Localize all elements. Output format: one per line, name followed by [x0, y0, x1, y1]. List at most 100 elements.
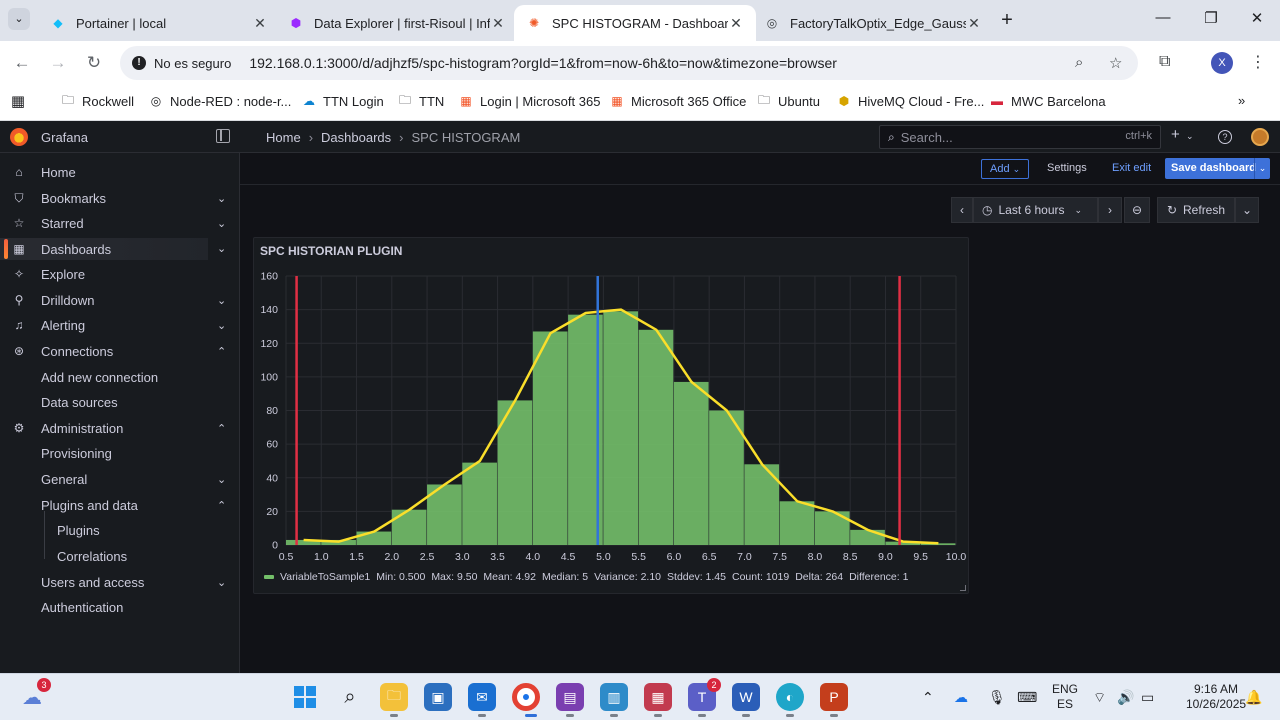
new-tab-button[interactable]: + [1001, 9, 1013, 31]
sidebar-item-plugins-and-data[interactable]: Plugins and data ⌃ [0, 494, 240, 516]
breadcrumb-home[interactable]: Home [266, 130, 301, 145]
sidebar-item-starred[interactable]: ☆ Starred ⌄ [0, 212, 240, 234]
word-icon[interactable]: W [732, 683, 760, 717]
onedrive-icon[interactable]: ☁ [954, 689, 968, 705]
sidebar-item-add-new-connection[interactable]: Add new connection [0, 366, 240, 388]
security-chip[interactable]: ! No es seguro [132, 56, 231, 71]
minimize-icon[interactable]: — [1155, 9, 1171, 26]
back-icon[interactable]: ← [13, 53, 31, 72]
chevron-down-icon[interactable]: ⌄ [1186, 131, 1194, 141]
restore-icon[interactable]: ❐ [1204, 10, 1218, 27]
chrome-icon[interactable] [512, 683, 540, 717]
sidebar-item-explore[interactable]: ✧ Explore [0, 263, 240, 285]
chevron-down-icon[interactable]: ⌄ [217, 192, 227, 205]
language-indicator[interactable]: ENG ES [1052, 682, 1078, 712]
bookmark-ubuntu[interactable]: 🗀 Ubuntu [757, 92, 820, 109]
sidebar-item-drilldown[interactable]: ⚲ Drilldown ⌄ [0, 289, 240, 311]
reload-icon[interactable]: ↻ [86, 53, 102, 72]
start-icon[interactable] [291, 683, 319, 711]
outlook-icon[interactable]: ✉ [468, 683, 496, 717]
tab-factorytalk[interactable]: ◎ FactoryTalkOptix_Edge_Gaussian ✕ [752, 5, 994, 41]
refresh-button[interactable]: ↻ Refresh [1157, 197, 1235, 223]
sidebar-item-authentication[interactable]: Authentication [0, 596, 240, 618]
close-icon[interactable]: ✕ [730, 14, 742, 31]
help-icon[interactable]: ? [1218, 130, 1232, 144]
sidebar-item-alerting[interactable]: ♫ Alerting ⌄ [0, 314, 240, 336]
time-forward-icon[interactable]: › [1098, 197, 1122, 223]
breadcrumb-dashboards[interactable]: Dashboards [321, 130, 392, 145]
sidebar-item-bookmarks[interactable]: ⛉ Bookmarks ⌄ [0, 187, 240, 209]
bookmark-star-icon[interactable]: ☆ [1109, 55, 1123, 72]
search-input[interactable]: ⌕ Search... ctrl+k [879, 125, 1161, 149]
add-button[interactable]: Add ⌄ [981, 159, 1030, 179]
chevron-down-icon[interactable]: ⌄ [217, 319, 227, 332]
apps-icon[interactable]: ▦ [10, 93, 26, 110]
refresh-interval-chevron-icon[interactable]: ⌄ [1235, 197, 1259, 223]
hmi-app-icon[interactable]: ▥ [600, 683, 628, 717]
sidebar-item-administration[interactable]: ⚙ Administration ⌃ [0, 417, 240, 439]
chevron-down-icon[interactable]: ⌄ [217, 576, 227, 589]
sidebar-item-home[interactable]: ⌂ Home [0, 161, 240, 183]
tab-portainer[interactable]: ◆ Portainer | local ✕ [38, 5, 280, 41]
url-text[interactable]: 192.168.0.1:3000/d/adjhzf5/spc-histogram… [249, 55, 837, 71]
sidebar-item-connections[interactable]: ⊛ Connections ⌃ [0, 340, 240, 362]
user-avatar[interactable] [1251, 128, 1269, 146]
keyboard-icon[interactable]: ⌨ [1017, 689, 1038, 705]
bookmark-rockwell[interactable]: 🗀 Rockwell [61, 92, 135, 109]
battery-icon[interactable]: ▭ [1141, 689, 1155, 705]
notifications-icon[interactable]: 🔔 [1245, 689, 1263, 705]
save-dashboard-button[interactable]: Save dashboard ⌄ [1165, 158, 1270, 179]
powerpoint-icon[interactable]: P [820, 683, 848, 717]
bookmark-node-red[interactable]: ◎ Node-RED : node-r... [148, 93, 292, 109]
edge-app-icon[interactable]: ◐ [776, 683, 804, 717]
exit-edit-button[interactable]: Exit edit [1112, 162, 1152, 174]
tab-spc-histogram[interactable]: ✺ SPC HISTOGRAM - Dashboards ✕ [514, 5, 756, 41]
close-icon[interactable]: ✕ [254, 14, 266, 31]
weather-widget-icon[interactable]: ☁ 3 [18, 678, 51, 711]
more-bookmarks-icon[interactable]: » [1238, 93, 1246, 108]
bookmark-login-m365[interactable]: ▦ Login | Microsoft 365 [458, 93, 600, 109]
close-icon[interactable]: ✕ [968, 14, 980, 31]
chevron-down-icon[interactable]: ⌄ [217, 294, 227, 307]
plus-icon[interactable]: + [1171, 126, 1180, 143]
bookmark-ttn-login[interactable]: ☁ TTN Login [303, 93, 384, 109]
sidebar-item-data-sources[interactable]: Data sources [0, 391, 240, 413]
chevron-down-icon[interactable]: ⌄ [217, 473, 227, 486]
volume-icon[interactable]: 🔊 [1117, 689, 1135, 705]
tab-search-icon[interactable]: ⌄ [8, 8, 30, 30]
grafana-logo-icon[interactable] [10, 128, 28, 146]
extensions-icon[interactable]: ⧉ [1159, 53, 1171, 70]
chevron-down-icon[interactable]: ⌄ [1254, 158, 1270, 179]
remote-desktop-icon[interactable]: ▣ [424, 683, 452, 711]
tab-data-explorer[interactable]: ⬢ Data Explorer | first-Risoul | Influ ✕ [276, 5, 518, 41]
time-range-picker[interactable]: ◷ Last 6 hours ⌄ [973, 197, 1098, 223]
close-icon[interactable]: ✕ [492, 14, 504, 31]
bookmark-hivemq[interactable]: ⬢ HiveMQ Cloud - Fre... [836, 93, 985, 109]
system-clock[interactable]: 9:16 AM 10/26/2025 [1186, 682, 1246, 712]
bookmark-m365-office[interactable]: ▦ Microsoft 365 Office [609, 93, 746, 109]
sidebar-item-correlations[interactable]: Correlations [0, 545, 240, 567]
chevron-up-icon[interactable]: ⌃ [217, 499, 227, 512]
window-close-icon[interactable]: ✕ [1250, 10, 1264, 27]
file-explorer-icon[interactable]: 🗀 [380, 683, 408, 717]
chevron-down-icon[interactable]: ⌄ [217, 243, 227, 255]
spc-histogram-panel[interactable]: SPC HISTORIAN PLUGIN 0 20 40 60 80 100 120 140 1… [253, 237, 969, 594]
tray-overflow-icon[interactable]: ⌃ [922, 689, 934, 705]
sidebar-item-plugins[interactable]: Plugins [0, 519, 240, 541]
browser-menu-icon[interactable]: ⋮ [1250, 54, 1266, 71]
chevron-down-icon[interactable]: ⌄ [217, 217, 227, 230]
zoom-icon[interactable]: ⌕ [1075, 54, 1084, 71]
legend-series-name[interactable]: VariableToSample1 [280, 571, 371, 583]
bookmark-mwc[interactable]: ▬ MWC Barcelona [991, 93, 1106, 109]
panel-resize-handle[interactable] [960, 585, 966, 591]
bookmark-ttn[interactable]: 🗀 TTN [398, 92, 445, 109]
zoom-out-icon[interactable]: ⊖ [1124, 197, 1150, 223]
sidebar-item-general[interactable]: General ⌄ [0, 468, 240, 490]
sidebar-item-users-and-access[interactable]: Users and access ⌄ [0, 571, 240, 593]
settings-button[interactable]: Settings [1047, 162, 1087, 174]
chevron-up-icon[interactable]: ⌃ [217, 422, 227, 435]
profile-avatar[interactable]: X [1211, 52, 1233, 74]
chevron-up-icon[interactable]: ⌃ [217, 345, 227, 358]
sidebar-item-dashboards[interactable]: ▦ Dashboards [0, 238, 208, 260]
